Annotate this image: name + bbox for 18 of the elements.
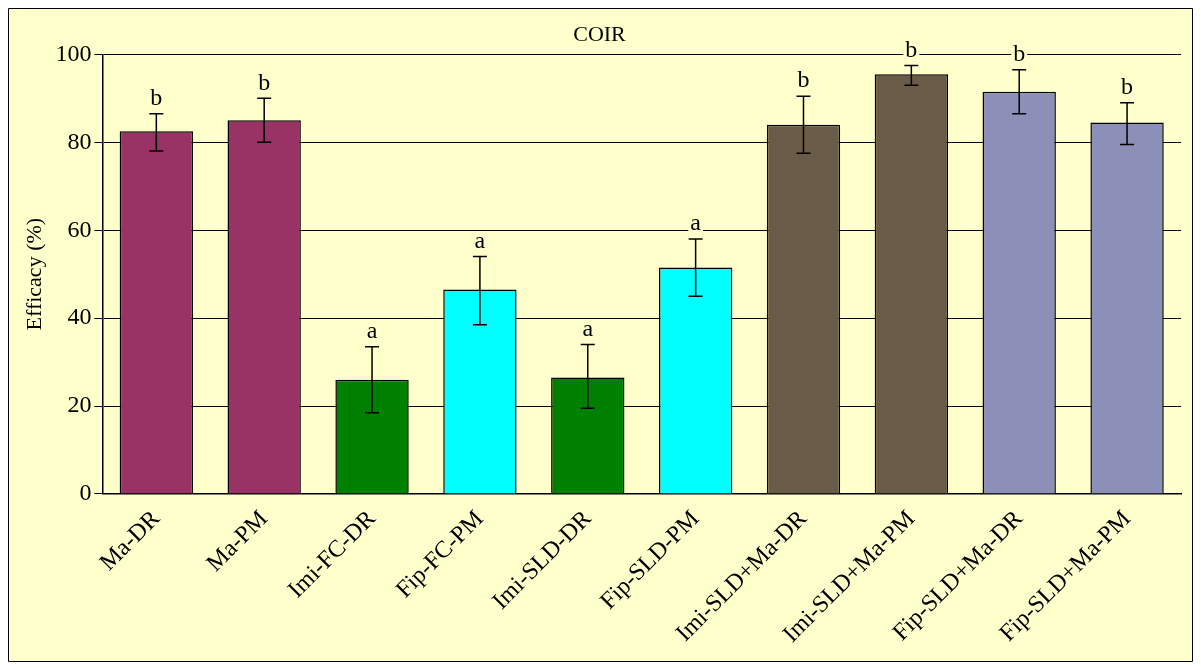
annotation: a xyxy=(366,317,378,344)
annotation: b xyxy=(150,84,163,111)
annotation: a xyxy=(582,314,594,341)
annotation: a xyxy=(690,209,702,236)
annotation: b xyxy=(905,35,918,62)
annotation: b xyxy=(797,66,810,93)
annotation: b xyxy=(1121,73,1134,100)
y-tick-label: 40 xyxy=(67,303,92,330)
y-tick-label: 20 xyxy=(67,391,92,418)
annotation: b xyxy=(258,68,271,95)
y-tick-label: 60 xyxy=(67,215,92,242)
y-tick-label: 80 xyxy=(67,127,92,154)
y-tick-label: 100 xyxy=(55,39,92,66)
y-tick-label: 0 xyxy=(79,479,92,506)
chart-title: COIR xyxy=(573,20,627,46)
annotation: b xyxy=(1013,40,1026,67)
y-axis-title: Efficacy (%) xyxy=(20,217,46,331)
annotation: a xyxy=(474,226,486,253)
